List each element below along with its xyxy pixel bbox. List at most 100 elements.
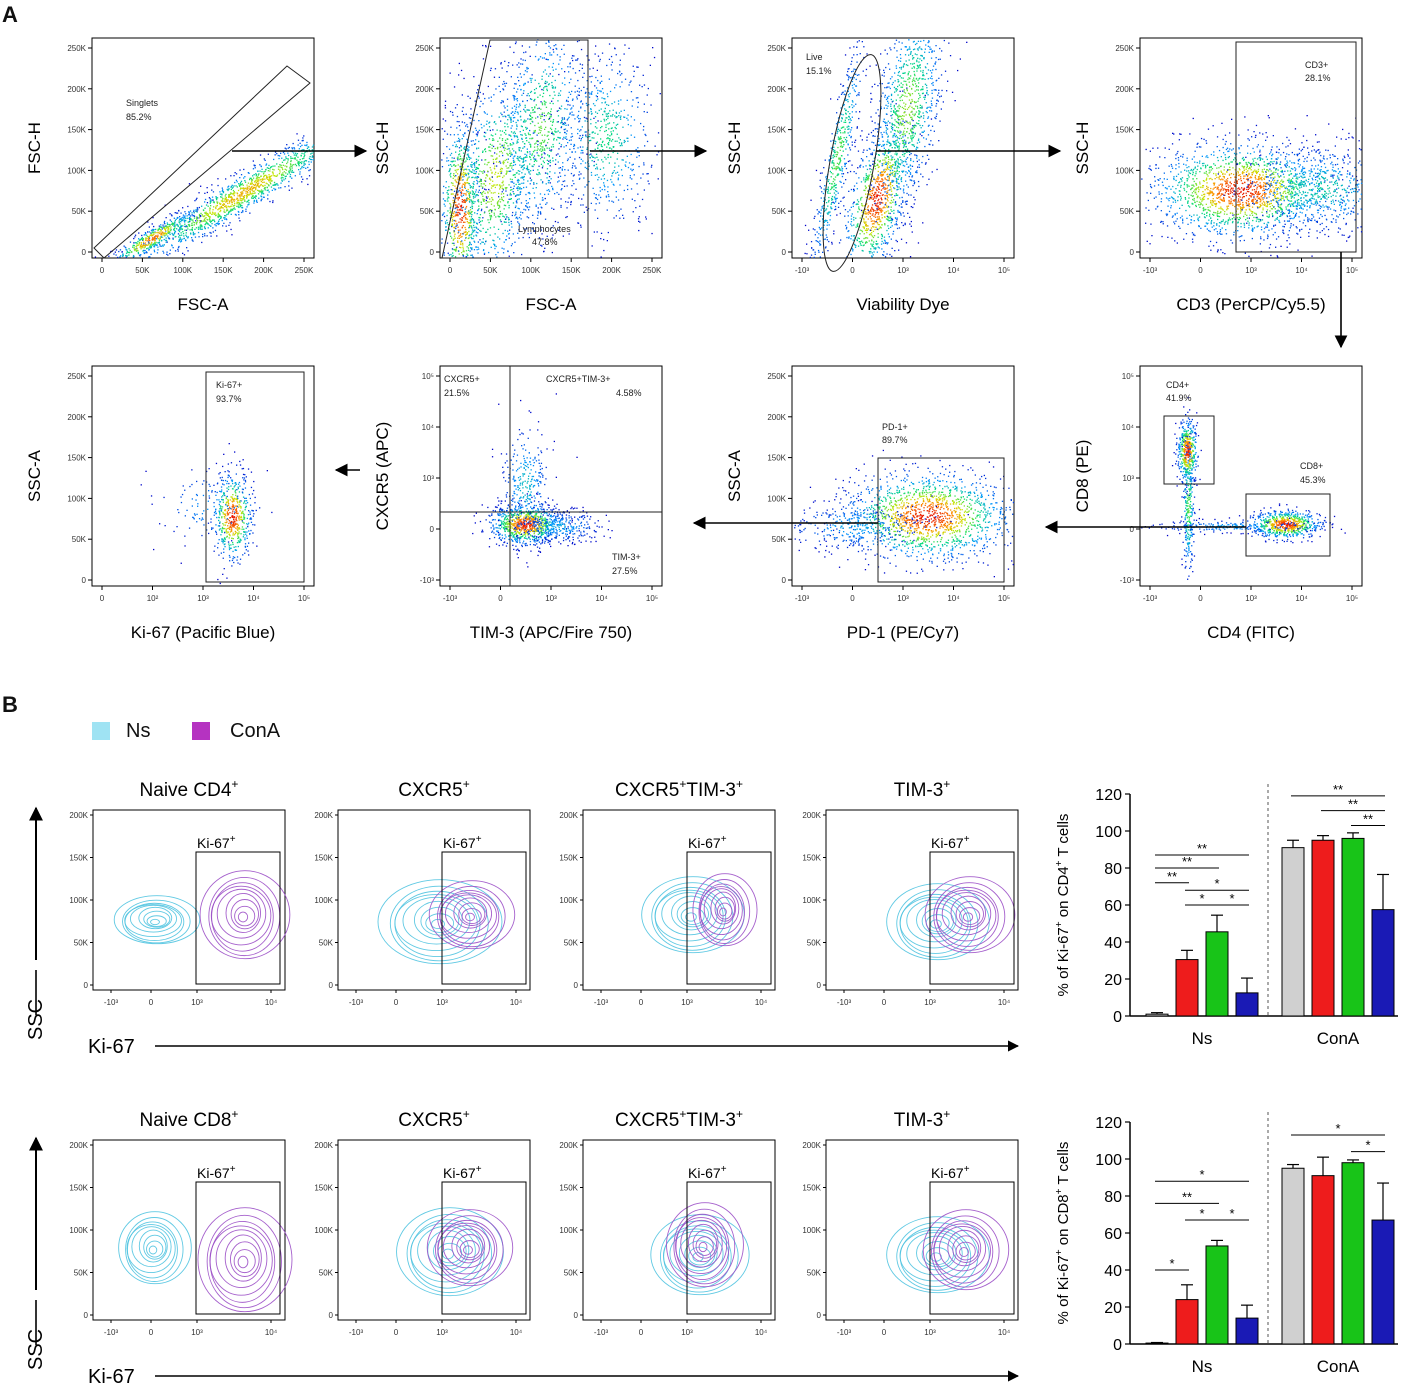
event-dot (573, 183, 575, 185)
event-dot (148, 241, 150, 243)
event-dot (621, 142, 623, 144)
event-dot (239, 185, 241, 187)
event-dot (283, 179, 285, 181)
event-dot (474, 127, 477, 129)
event-dot (477, 95, 480, 97)
event-dot (191, 237, 193, 239)
event-dot (612, 201, 615, 203)
event-dot (209, 216, 211, 218)
event-dot (830, 98, 832, 100)
event-dot (170, 228, 172, 230)
event-dot (572, 194, 574, 196)
event-dot (834, 140, 836, 142)
event-dot (456, 169, 458, 171)
event-dot (466, 158, 468, 160)
event-dot (540, 212, 542, 214)
event-dot (305, 160, 308, 162)
event-dot (566, 207, 568, 209)
event-dot (886, 206, 888, 209)
event-dot (162, 245, 164, 247)
event-dot (512, 114, 514, 116)
event-dot (481, 193, 483, 196)
event-dot (513, 161, 515, 163)
event-dot (143, 252, 146, 255)
event-dot (493, 205, 495, 207)
event-dot (270, 178, 272, 181)
event-dot (181, 217, 183, 219)
event-dot (560, 206, 562, 208)
y-axis-label: FSC-H (25, 122, 44, 174)
event-dot (475, 168, 477, 170)
event-dot (496, 129, 498, 131)
event-dot (216, 199, 218, 201)
event-dot (494, 191, 496, 194)
event-dot (213, 206, 215, 208)
event-dot (502, 162, 504, 164)
event-dot (549, 54, 551, 56)
event-dot (517, 207, 519, 209)
event-dot (550, 178, 552, 180)
event-dot (162, 227, 165, 229)
event-dot (555, 159, 557, 161)
event-dot (853, 46, 855, 48)
event-dot (238, 217, 240, 219)
event-dot (307, 166, 309, 169)
event-dot (536, 107, 539, 110)
event-dot (165, 239, 167, 241)
event-dot (484, 163, 486, 165)
event-dot (616, 140, 618, 142)
event-dot (580, 106, 582, 108)
event-dot (615, 196, 617, 198)
event-dot (162, 244, 164, 246)
event-dot (814, 229, 816, 231)
event-dot (549, 159, 551, 161)
event-dot (444, 104, 446, 107)
event-dot (842, 126, 844, 128)
event-dot (240, 180, 243, 182)
event-dot (542, 89, 545, 91)
event-dot (859, 53, 861, 55)
event-dot (530, 170, 532, 172)
event-dot (840, 127, 843, 129)
event-dot (528, 172, 530, 174)
event-dot (520, 177, 522, 179)
event-dot (553, 51, 555, 53)
event-dot (291, 171, 293, 173)
event-dot (465, 228, 467, 231)
event-dot (459, 157, 461, 160)
event-dot (460, 194, 462, 196)
event-dot (455, 181, 457, 183)
event-dot (506, 109, 509, 111)
event-dot (552, 86, 554, 88)
event-dot (488, 138, 491, 140)
event-dot (827, 186, 829, 188)
event-dot (150, 234, 153, 237)
event-dot (462, 194, 465, 196)
event-dot (468, 244, 470, 246)
event-dot (584, 131, 586, 133)
event-dot (618, 165, 620, 167)
event-dot (283, 159, 285, 161)
event-dot (210, 199, 212, 201)
event-dot (900, 159, 902, 161)
event-dot (309, 158, 311, 161)
event-dot (470, 199, 472, 201)
event-dot (463, 215, 465, 217)
event-dot (248, 203, 250, 206)
event-dot (850, 136, 852, 139)
event-dot (479, 217, 481, 219)
event-dot (460, 243, 462, 246)
event-dot (139, 255, 141, 257)
event-dot (451, 224, 454, 226)
event-dot (632, 99, 634, 101)
event-dot (517, 155, 519, 158)
event-dot (833, 162, 835, 164)
event-dot (591, 112, 593, 115)
event-dot (480, 123, 482, 126)
event-dot (466, 148, 469, 150)
event-dot (879, 195, 881, 197)
event-dot (514, 206, 517, 209)
event-dot (255, 200, 258, 202)
event-dot (588, 92, 590, 94)
event-dot (470, 113, 472, 116)
